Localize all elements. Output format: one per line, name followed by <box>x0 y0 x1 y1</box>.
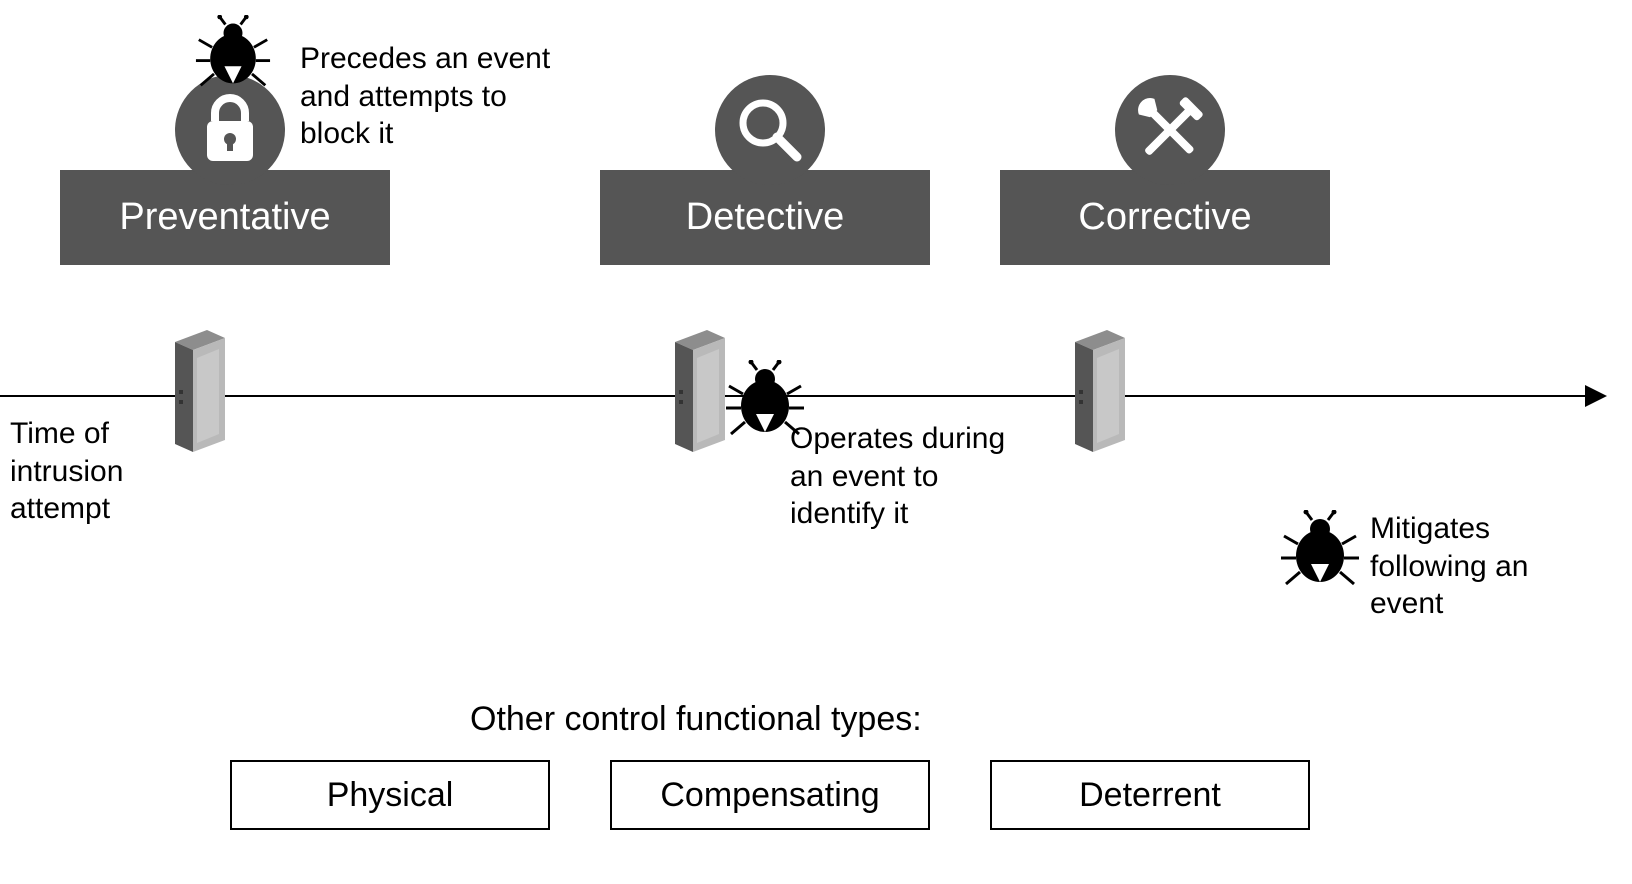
bug-icon <box>195 15 271 96</box>
bug-icon <box>1280 510 1360 595</box>
control-label: Corrective <box>1078 196 1251 239</box>
timeline-arrowhead <box>1585 385 1607 407</box>
other-type-label: Physical <box>327 776 454 815</box>
other-type-label: Deterrent <box>1079 776 1221 815</box>
control-description-preventative: Precedes an event and attempts to block … <box>300 40 570 153</box>
other-types-title: Other control functional types: <box>470 700 922 739</box>
magnifier-icon <box>715 75 825 185</box>
timeline-label: Time of intrusion attempt <box>10 415 190 528</box>
control-label: Preventative <box>119 196 330 239</box>
control-label: Detective <box>686 196 844 239</box>
server-icon <box>1065 330 1125 445</box>
other-type-box: Physical <box>230 760 550 830</box>
diagram-stage: Time of intrusion attempt Preventative Pr… <box>0 0 1632 884</box>
server-icon <box>165 330 225 445</box>
other-type-box: Compensating <box>610 760 930 830</box>
server-icon <box>665 330 725 445</box>
control-description-detective: Operates during an event to identify it <box>790 420 1040 533</box>
control-description-corrective: Mitigates following an event <box>1370 510 1590 623</box>
tools-icon <box>1115 75 1225 185</box>
other-type-label: Compensating <box>660 776 879 815</box>
other-type-box: Deterrent <box>990 760 1310 830</box>
